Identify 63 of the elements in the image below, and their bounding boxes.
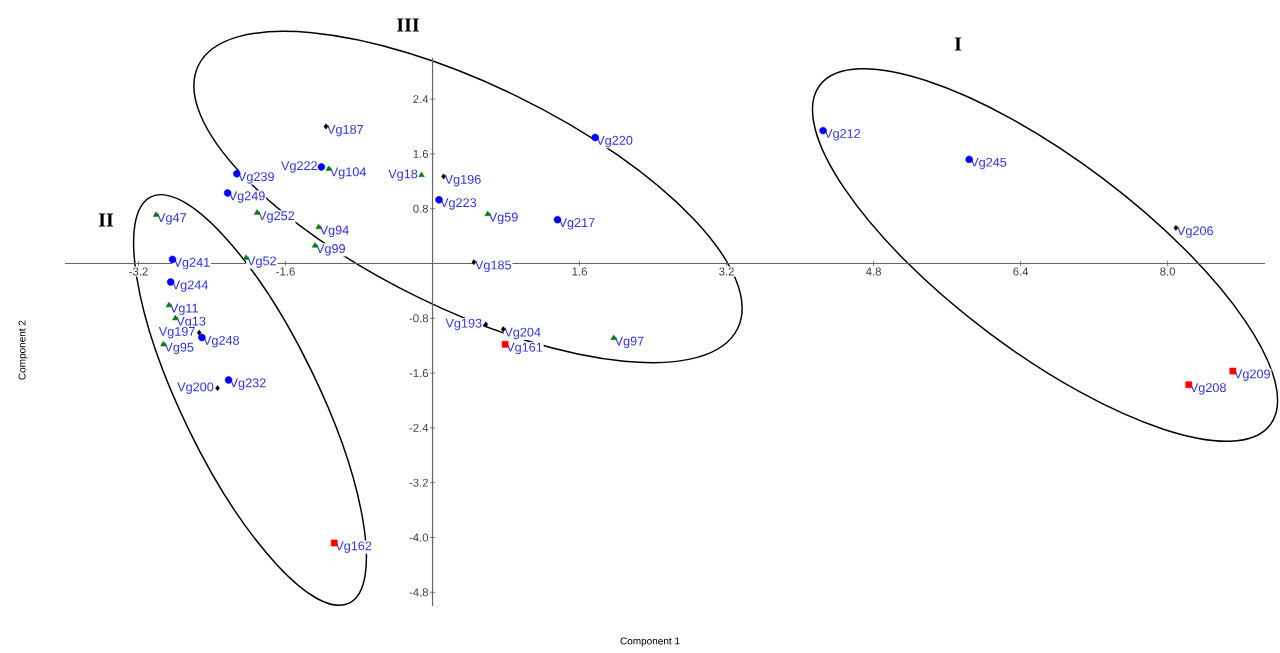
annotation: Vg187 (327, 124, 364, 137)
y-tick-label: -4.8 (409, 588, 429, 597)
y-tick-label: 0.8 (413, 204, 429, 213)
annotation: Vg59 (488, 212, 518, 225)
y-tick-label: 1.6 (413, 149, 429, 158)
y-tick-label: -2.4 (409, 423, 429, 432)
annotation: Vg212 (824, 129, 861, 141)
y-tick-label: -1.6 (409, 369, 429, 378)
annotation: Vg185 (475, 260, 512, 273)
x-tick-label: 8.0 (1160, 267, 1176, 276)
annotation: Vg220 (596, 135, 633, 148)
y-tick-label: 2.4 (413, 95, 429, 104)
annotation: Vg248 (203, 335, 240, 348)
annotation: Vg197 (158, 326, 195, 339)
x-tick-label: 6.4 (1013, 267, 1029, 276)
x-tick-label: 1.6 (572, 267, 587, 276)
annotation: Vg97 (614, 336, 644, 349)
annotation: Vg244 (171, 280, 208, 292)
x-tick-label: 3.2 (719, 267, 734, 276)
point (317, 163, 326, 171)
annotation: Vg196 (444, 174, 481, 187)
y-tick-label: -3.2 (409, 478, 428, 487)
x-axis-title: Component 1 (620, 637, 680, 647)
x-tick-label: -1.6 (276, 267, 295, 276)
annotation: Vg47 (157, 213, 186, 225)
y-axis-title: Component 2 (18, 320, 28, 380)
annotation: Vg249 (228, 191, 265, 203)
annotation: Vg209 (1234, 369, 1270, 381)
annotation: Vg162 (335, 541, 372, 553)
point (418, 171, 425, 177)
annotation: Vg99 (316, 244, 345, 256)
annotation: Vg11 (169, 303, 198, 316)
annotation: Vg204 (504, 327, 541, 340)
y-tick-label: -4.0 (409, 533, 429, 542)
text: III (397, 18, 419, 32)
annotation: Vg252 (258, 211, 295, 223)
point (483, 321, 489, 328)
annotation: Vg208 (1189, 383, 1226, 395)
text: I (954, 37, 962, 51)
annotation: Vg241 (173, 257, 210, 270)
annotation: Vg232 (229, 378, 266, 390)
annotation: Vg193 (445, 318, 482, 331)
point (196, 329, 202, 336)
annotation: Vg239 (237, 172, 274, 184)
annotation: Vg52 (247, 256, 277, 268)
annotation: Vg95 (164, 342, 194, 355)
point (330, 539, 338, 547)
annotation: Vg206 (1177, 226, 1214, 238)
point (501, 340, 509, 348)
y-tick-label: -0.8 (409, 314, 429, 323)
annotation: Vg94 (319, 225, 349, 238)
annotation: Vg217 (558, 218, 595, 230)
annotation: Vg223 (440, 198, 477, 210)
annotation: Vg104 (329, 167, 367, 179)
x-tick-label: -3.2 (129, 267, 148, 276)
annotation: Vg245 (970, 157, 1007, 170)
annotation: Vg18 (388, 169, 418, 181)
x-tick-label: 4.8 (865, 267, 881, 276)
annotation: II (98, 213, 114, 227)
annotation: Vg222 (281, 161, 317, 173)
point (215, 385, 220, 392)
annotation: Vg161 (506, 342, 543, 355)
annotation: Vg200 (177, 382, 214, 394)
